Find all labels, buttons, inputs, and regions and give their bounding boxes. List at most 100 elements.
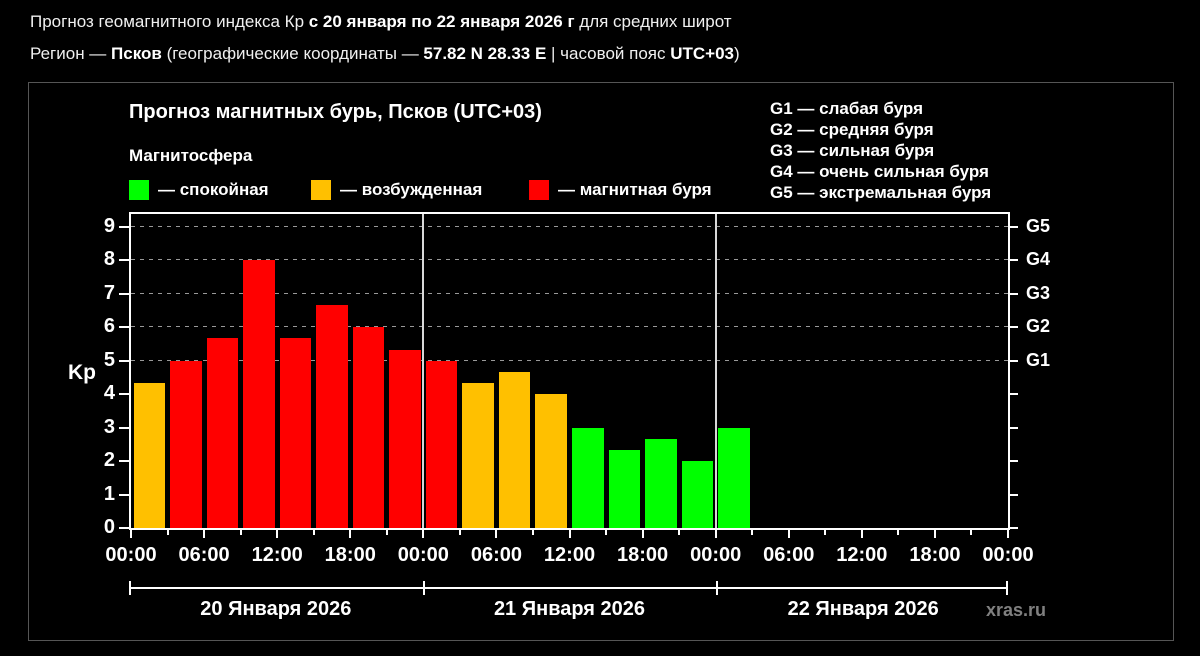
magnetosphere-legend: — спокойная — возбужденная — магнитная бур… [129,180,749,202]
x-axis-major-tick [349,530,352,538]
header-line-1: Прогноз геомагнитного индекса Кр с 20 ян… [30,12,732,32]
kp-bar [681,461,714,528]
x-axis-minor-tick [239,530,242,535]
g-legend-line-5: G5 — экстремальная буря [770,183,992,202]
date-axis-line [129,587,1008,589]
right-axis-tick [1010,527,1018,529]
x-axis-time-label: 00:00 [105,544,157,566]
date-label-day-3: 22 Января 2026 [787,598,939,620]
x-axis-time-label: 00:00 [397,544,449,566]
right-axis-label-g3: G3 [1026,282,1051,303]
kp-bar [243,260,275,528]
right-axis-tick [1010,393,1018,396]
x-axis-minor-tick [605,530,608,535]
y-axis-tick-label: 9 [103,215,115,238]
g-legend-line-3: G3 — сильная буря [770,141,935,160]
x-axis-minor-tick [312,530,315,535]
date-axis-tick [1006,581,1008,595]
kp-bar [206,338,239,528]
x-axis-major-tick [641,530,644,538]
gridline-kp-6 [131,326,1008,328]
legend-item-excited: — возбужденная [311,180,482,200]
x-axis-major-tick [495,530,498,538]
x-axis-time-label: 18:00 [909,544,961,566]
x-axis-time-label: 12:00 [543,544,596,566]
g-scale-legend: G1 — слабая буря G2 — средняя буря G3 — си… [770,98,991,203]
day-separator [422,214,425,528]
y-axis-tick-label: 2 [103,449,115,472]
x-axis-major-tick [422,530,425,538]
x-axis-major-tick [1007,530,1009,538]
x-axis-time-label: 06:00 [470,544,522,566]
right-axis-tick [1010,292,1018,295]
legend-label-excited: — возбужденная [340,180,483,199]
x-axis-minor-tick [824,530,827,535]
kp-bar [608,450,641,528]
plot-area: 0 1 2 3 4 5 6 7 8 9 G1 G2 G3 G4 G5 00:00 06:00 12:00 18:00… [104,212,1050,566]
legend-swatch-storm [529,180,549,200]
x-axis-minor-tick [751,530,754,535]
x-axis-major-tick [933,530,936,538]
header-text: Регион — [30,44,112,63]
header-text: | часовой пояс [546,44,671,63]
x-axis-minor-tick [678,530,681,535]
date-axis-tick [129,581,131,595]
date-label-day-2: 21 Января 2026 [493,598,646,620]
timezone: UTC+03 [670,44,735,63]
date-axis-tick [422,581,425,595]
coordinates: 57.82 N 28.33 E [423,44,547,63]
x-axis-major-tick [787,530,790,538]
x-axis-time-label: 12:00 [251,544,303,566]
x-axis-major-tick [203,530,206,538]
kp-bar [170,360,202,528]
right-axis-tick [1010,326,1018,329]
y-axis-tick-label: 4 [103,382,115,405]
g-legend-line-1: G1 — слабая буря [770,99,924,118]
gridline-kp-9 [131,226,1008,227]
x-axis-major-tick [130,530,132,538]
legend-swatch-excited [311,180,331,200]
watermark: xras.ru [986,600,1047,620]
y-axis-tick [119,326,129,329]
right-axis-label-g4: G4 [1026,249,1051,270]
kp-bar [352,327,385,528]
x-axis-minor-tick [970,530,973,535]
legend-item-storm: — магнитная буря [529,180,712,200]
x-axis-time-label: 06:00 [178,544,230,566]
g-legend-line-4: G4 — очень сильная буря [770,162,989,181]
x-axis-major-tick [714,530,717,538]
y-axis-tick-label: 7 [103,281,115,304]
legend-label-quiet: — спокойная [158,180,269,199]
kp-bar [718,427,750,528]
gridline-kp-8 [131,259,1008,261]
region-name: Псков [111,44,162,63]
header-text: ) [734,44,740,63]
x-axis-minor-tick [385,530,388,535]
chart-title: Прогноз магнитных бурь, Псков (UTC+03) [129,101,542,123]
kp-bar [498,371,531,528]
kp-bar [389,349,421,528]
kp-bar [425,360,458,528]
header-line-2: Регион — Псков (географические координат… [30,44,740,64]
y-axis-tick [119,393,129,396]
right-axis-tick [1010,359,1018,362]
gridline-kp-5 [131,359,1008,361]
header-text: (географические координаты — [161,44,424,63]
x-axis-time-label: 00:00 [982,544,1034,566]
x-axis-major-tick [568,530,571,538]
y-axis-tick [119,226,129,228]
y-axis-tick-label: 6 [103,315,115,338]
kp-bar [316,304,348,528]
y-axis-tick [119,460,129,463]
header-text: Прогноз геомагнитного индекса Кр [30,12,309,31]
legend-swatch-quiet [129,180,149,200]
kp-bar [535,394,567,528]
date-axis: 20 Января 2026 21 Января 2026 22 Января 20… [129,581,1010,626]
x-axis-time-label: 00:00 [690,544,742,566]
y-axis-tick [119,493,129,496]
y-axis-tick [119,527,129,529]
date-axis-tick [716,581,719,595]
right-axis-label-g2: G2 [1026,316,1051,337]
y-axis-tick [119,259,129,262]
right-axis-tick [1010,460,1018,463]
